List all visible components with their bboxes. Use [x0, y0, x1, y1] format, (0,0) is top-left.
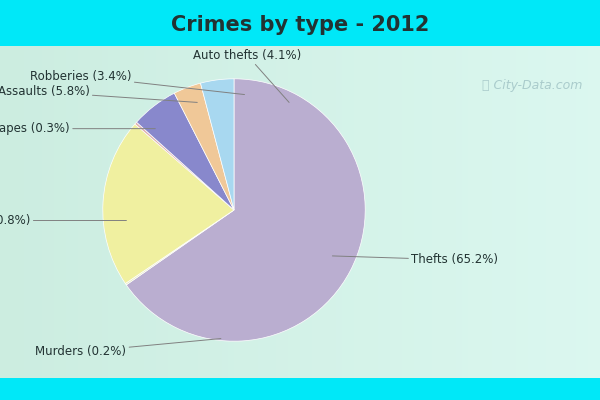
Text: Burglaries (20.8%): Burglaries (20.8%)	[0, 214, 127, 227]
Wedge shape	[175, 83, 234, 210]
Text: Auto thefts (4.1%): Auto thefts (4.1%)	[193, 49, 301, 102]
Wedge shape	[135, 122, 234, 210]
Text: Assaults (5.8%): Assaults (5.8%)	[0, 86, 197, 102]
Text: Robberies (3.4%): Robberies (3.4%)	[30, 70, 244, 94]
Wedge shape	[200, 79, 234, 210]
Text: Crimes by type - 2012: Crimes by type - 2012	[171, 15, 429, 35]
Wedge shape	[125, 210, 234, 285]
Wedge shape	[137, 93, 234, 210]
Wedge shape	[126, 79, 365, 341]
Text: ⓘ City-Data.com: ⓘ City-Data.com	[482, 79, 582, 92]
Text: Murders (0.2%): Murders (0.2%)	[35, 338, 221, 358]
Text: Thefts (65.2%): Thefts (65.2%)	[332, 253, 498, 266]
Wedge shape	[103, 124, 234, 284]
Text: Rapes (0.3%): Rapes (0.3%)	[0, 122, 155, 135]
